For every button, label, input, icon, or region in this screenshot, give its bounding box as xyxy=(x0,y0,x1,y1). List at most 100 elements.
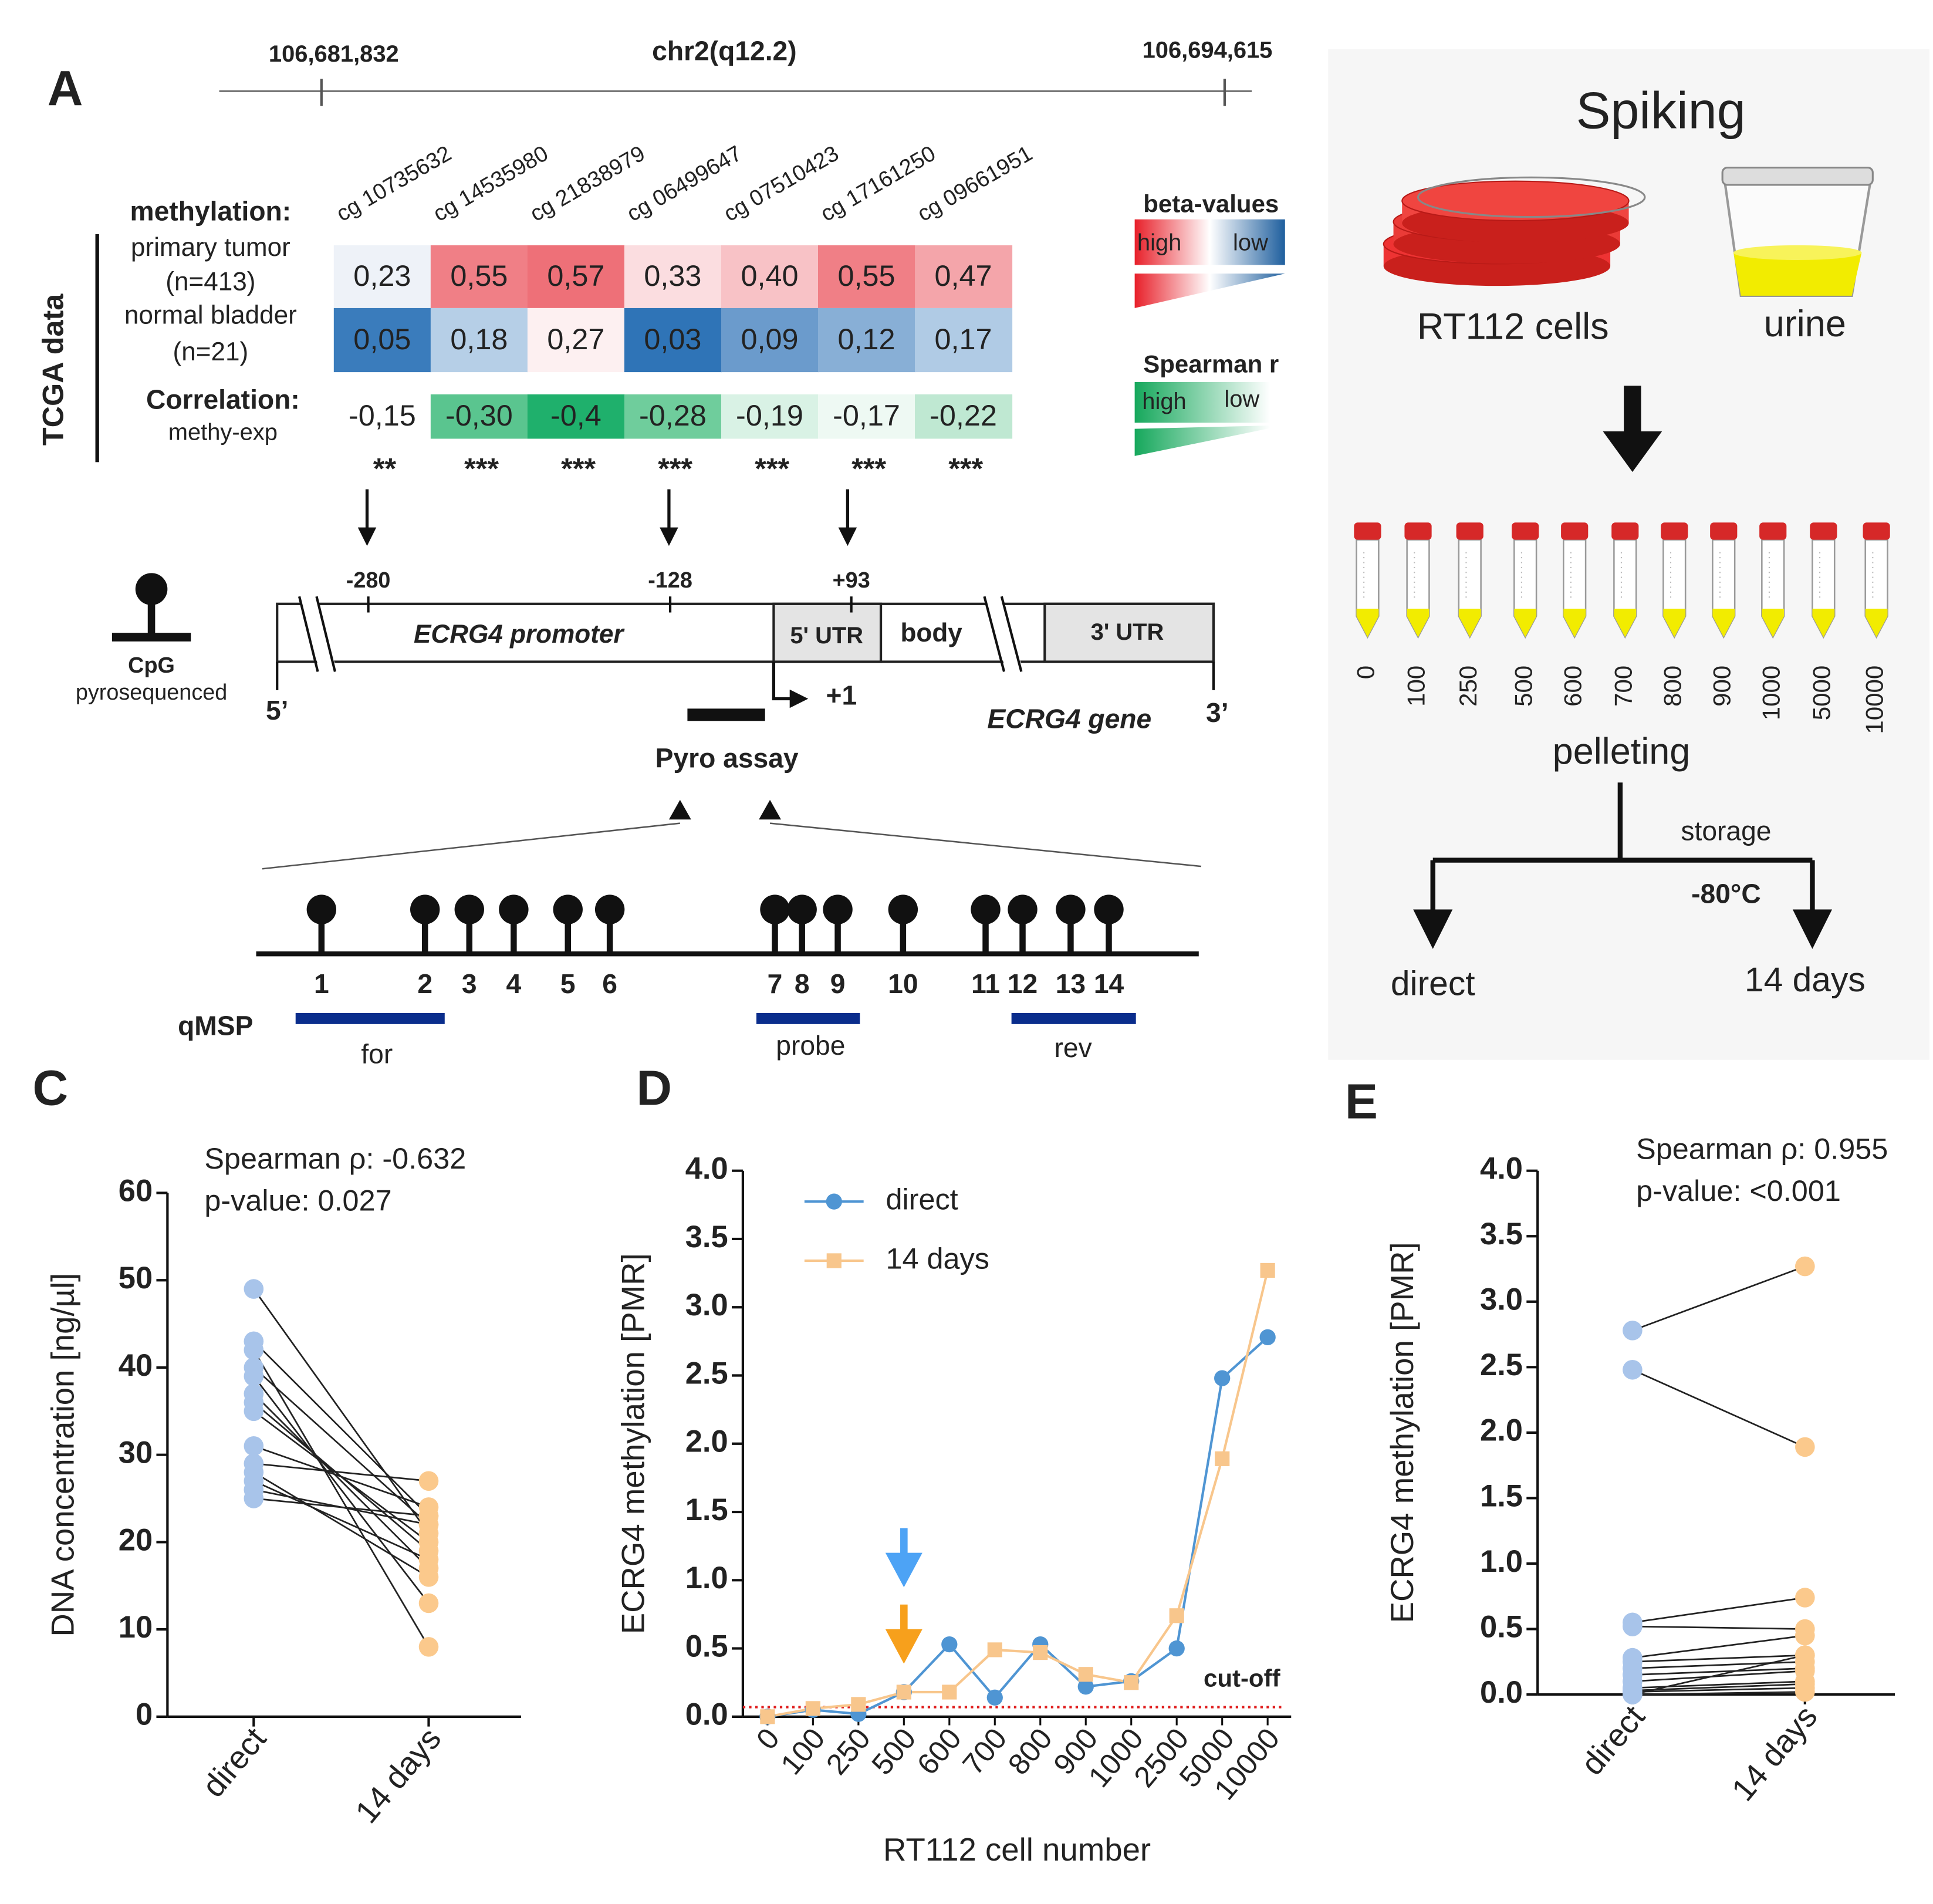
position-label: -280 xyxy=(346,568,391,593)
zoom-marker xyxy=(759,799,781,820)
significance: *** xyxy=(658,451,692,485)
pair-line xyxy=(253,1445,429,1508)
point xyxy=(1124,1675,1139,1690)
cpg-head xyxy=(410,894,440,924)
utr3-box xyxy=(1043,602,1215,663)
heat-value: 0,57 xyxy=(547,259,604,292)
heat-value: 0,18 xyxy=(450,322,508,356)
panel-label: D xyxy=(636,1061,672,1116)
tube-cap xyxy=(1512,522,1539,540)
row-label: normal bladder xyxy=(124,301,297,329)
tube-fill xyxy=(1407,609,1430,637)
pair-line xyxy=(253,1341,430,1517)
tube-cap xyxy=(1710,522,1738,540)
region-label: 5' UTR xyxy=(790,623,863,649)
y-tick-label: 0 xyxy=(136,1697,153,1732)
point xyxy=(1623,1616,1643,1636)
cpg-number: 9 xyxy=(830,968,846,999)
tube-fill xyxy=(1663,609,1686,637)
locus-band: chr2(q12.2) xyxy=(652,35,796,66)
tree-arrow xyxy=(1413,909,1453,949)
x-tick-label: 700 xyxy=(956,1721,1013,1781)
label-urine: urine xyxy=(1764,303,1846,345)
legend-label: direct xyxy=(886,1182,958,1216)
pair-line xyxy=(1632,1660,1805,1669)
primer-label: probe xyxy=(776,1030,845,1061)
tube-label: 900 xyxy=(1708,666,1735,707)
position-label: -128 xyxy=(648,568,692,593)
heat-cell xyxy=(915,245,1013,308)
point xyxy=(1169,1608,1184,1623)
region-label: 3' UTR xyxy=(1091,619,1164,645)
legend-wedge xyxy=(1134,274,1285,308)
significance: *** xyxy=(561,451,596,485)
y-tick-label: 50 xyxy=(119,1261,153,1295)
x-tick-label: 250 xyxy=(819,1721,877,1781)
zoom-line xyxy=(769,822,1202,867)
legend-title: Spearman r xyxy=(1143,350,1279,378)
heat-value: 0,55 xyxy=(837,259,895,292)
panel-label: E xyxy=(1345,1074,1378,1129)
primer-bar xyxy=(295,1012,445,1024)
cpg-number: 12 xyxy=(1008,968,1038,999)
point xyxy=(244,1279,264,1299)
annotation: Spearman ρ: 0.955 xyxy=(1636,1132,1888,1165)
urine-fill xyxy=(1733,252,1862,296)
point xyxy=(942,1684,957,1700)
y-axis-label: ECRG4 methylation [PMR] xyxy=(616,1253,651,1634)
tube-label: 600 xyxy=(1559,666,1586,707)
y-tick-label: 2.0 xyxy=(1480,1413,1523,1448)
cpg-number: 14 xyxy=(1094,968,1124,999)
point xyxy=(1795,1588,1815,1608)
legend-label: 14 days xyxy=(886,1241,989,1275)
y-tick-label: 40 xyxy=(119,1348,153,1383)
tube-cap xyxy=(1354,522,1381,540)
tube-label: 800 xyxy=(1658,666,1686,707)
legend-title: beta-values xyxy=(1143,190,1279,218)
pair-line xyxy=(1632,1691,1805,1696)
row-label: (n=413) xyxy=(165,268,255,296)
heat-cell xyxy=(333,394,431,439)
point xyxy=(418,1549,439,1569)
significance: ** xyxy=(373,451,397,485)
x-tick-label: 100 xyxy=(774,1721,832,1781)
label-cells: RT112 cells xyxy=(1417,306,1609,347)
pair-line xyxy=(1632,1680,1805,1689)
significance: *** xyxy=(851,451,886,485)
region-label: ECRG4 promoter xyxy=(414,620,625,649)
row-label: primary tumor xyxy=(131,233,290,262)
y-tick-label: 2.0 xyxy=(685,1424,728,1459)
point xyxy=(244,1488,264,1508)
pointer-arrow xyxy=(885,1629,922,1664)
break xyxy=(983,596,1006,672)
heat-cell xyxy=(430,308,528,373)
tube-label: 1000 xyxy=(1757,666,1785,720)
cpg-head xyxy=(760,894,790,924)
cutoff-label: cut-off xyxy=(1204,1664,1281,1692)
series-line xyxy=(767,1270,1269,1718)
heat-value: 0,40 xyxy=(741,259,798,292)
pair-line xyxy=(254,1463,429,1482)
y-tick-label: 4.0 xyxy=(685,1152,728,1186)
heat-value: 0,47 xyxy=(935,259,992,292)
tube-fill xyxy=(1712,609,1735,637)
later: 14 days xyxy=(1745,961,1866,999)
end-label: 5’ xyxy=(266,695,289,725)
zoom-line xyxy=(262,822,680,870)
pair-line xyxy=(1632,1625,1805,1630)
x-tick-label: 14 days xyxy=(1725,1699,1824,1808)
heat-cell xyxy=(624,245,722,308)
cpg-head xyxy=(1094,894,1124,924)
tube-fill xyxy=(1458,609,1481,637)
tube-fill xyxy=(1865,609,1888,637)
y-tick-label: 30 xyxy=(119,1436,153,1470)
cpg-number: 1 xyxy=(314,968,329,999)
pair-line xyxy=(253,1471,430,1578)
point xyxy=(1623,1321,1643,1341)
pair-line xyxy=(1632,1670,1805,1683)
cpg-number: 6 xyxy=(602,968,617,999)
pair-line xyxy=(253,1480,430,1561)
tube-cap xyxy=(1561,522,1589,540)
primer-bar xyxy=(1011,1012,1136,1024)
